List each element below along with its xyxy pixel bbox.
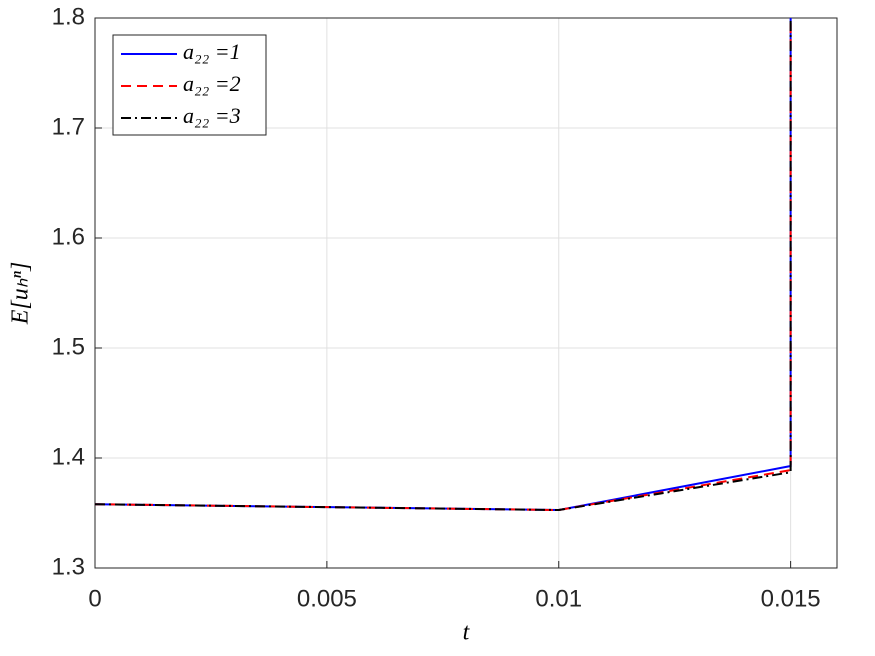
y-tick-label: 1.8 (52, 3, 85, 30)
x-tick-label: 0 (88, 585, 101, 612)
legend-label: a₂₂ =3 (183, 103, 241, 128)
y-tick-label: 1.4 (52, 443, 85, 470)
x-tick-label: 0.01 (535, 585, 582, 612)
x-axis-label: t (463, 620, 471, 646)
x-tick-label: 0.005 (297, 585, 357, 612)
y-tick-label: 1.6 (52, 223, 85, 250)
axes-box (94, 17, 838, 569)
data-line (95, 18, 792, 512)
plot-lines (95, 18, 792, 512)
y-tick-label: 1.3 (52, 553, 85, 580)
legend-label: a₂₂ =2 (183, 71, 241, 96)
y-tick-label: 1.7 (52, 113, 85, 140)
y-axis-label: E[uₕⁿ] (8, 262, 34, 326)
y-tick-label: 1.5 (52, 333, 85, 360)
x-tick-label: 0.015 (761, 585, 821, 612)
data-line (95, 18, 792, 512)
legend-label: a₂₂ =1 (183, 39, 241, 64)
